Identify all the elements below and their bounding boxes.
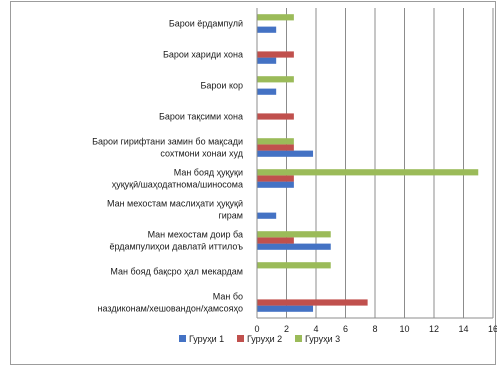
category-label: Барои тақсими хона	[159, 112, 243, 122]
x-tick-label: 4	[313, 324, 318, 334]
x-tick-label: 14	[458, 324, 468, 334]
axes	[256, 8, 493, 319]
bar-1	[257, 305, 314, 312]
bar-3	[257, 14, 294, 21]
legend-swatch	[179, 335, 186, 342]
bar-chart: Барои ёрдампулӣ Барои хариди хона Барои ко…	[92, 8, 497, 344]
bar-2	[257, 113, 294, 120]
category-label: Ман мехостам доир ба ёрдампулиҳои давлатӣ…	[109, 230, 243, 252]
bar-1	[257, 181, 294, 188]
category-label: Ман мехостам маслиҳати ҳуқуқӣ гирам	[107, 199, 243, 221]
bar-2	[257, 144, 294, 151]
legend-swatch	[295, 335, 302, 342]
category-label: Ман бо наздиконам/хешовандон/ҳамсояҳо	[98, 292, 243, 314]
x-tick-label: 6	[343, 324, 348, 334]
bar-3	[257, 169, 479, 176]
bar-1	[257, 243, 331, 250]
legend-swatch	[237, 335, 244, 342]
grid-lines	[286, 8, 494, 318]
legend-label: Гуруҳи 2	[247, 334, 282, 344]
bar-3	[257, 231, 331, 238]
bar-2	[257, 299, 368, 306]
x-tick-label: 0	[254, 324, 259, 334]
bar-3	[257, 76, 294, 83]
x-tick-label: 10	[399, 324, 409, 334]
bar-3	[257, 138, 294, 145]
bar-1	[257, 88, 277, 95]
category-labels: Барои ёрдампулӣ Барои хариди хона Барои ко…	[92, 19, 244, 314]
bar-3	[257, 262, 331, 269]
bar-2	[257, 51, 294, 58]
legend: Гуруҳи 1 Гуруҳи 2 Гуруҳи 3	[179, 334, 340, 344]
x-tick-label: 16	[488, 324, 497, 334]
x-tick-label: 2	[284, 324, 289, 334]
legend-label: Гуруҳи 1	[189, 334, 224, 344]
bar-1	[257, 26, 277, 33]
legend-label: Гуруҳи 3	[305, 334, 340, 344]
bars	[257, 14, 479, 312]
bar-2	[257, 175, 294, 182]
category-label: Барои ёрдампулӣ	[169, 19, 243, 29]
x-tick-label: 8	[372, 324, 377, 334]
category-label: Ман бояд ҳуқуқи ҳуқуқӣ/шаҳодатнома/шиносо…	[112, 168, 243, 190]
bar-1	[257, 150, 314, 157]
bar-1	[257, 57, 277, 64]
category-label: Барои кор	[201, 81, 244, 91]
bar-2	[257, 237, 294, 244]
chart-frame: Барои ёрдампулӣ Барои хариди хона Барои ко…	[10, 1, 497, 365]
bar-1	[257, 212, 277, 219]
category-label: Ман бояд бақсро ҳал мекардам	[110, 267, 243, 277]
x-tick-labels: 0 2 4 6 8 10 12 14 16	[254, 324, 497, 334]
category-label: Барои гирифтани замин бо мақсади сохтмони…	[92, 137, 244, 159]
category-label: Барои хариди хона	[163, 50, 243, 60]
x-tick-label: 12	[429, 324, 439, 334]
